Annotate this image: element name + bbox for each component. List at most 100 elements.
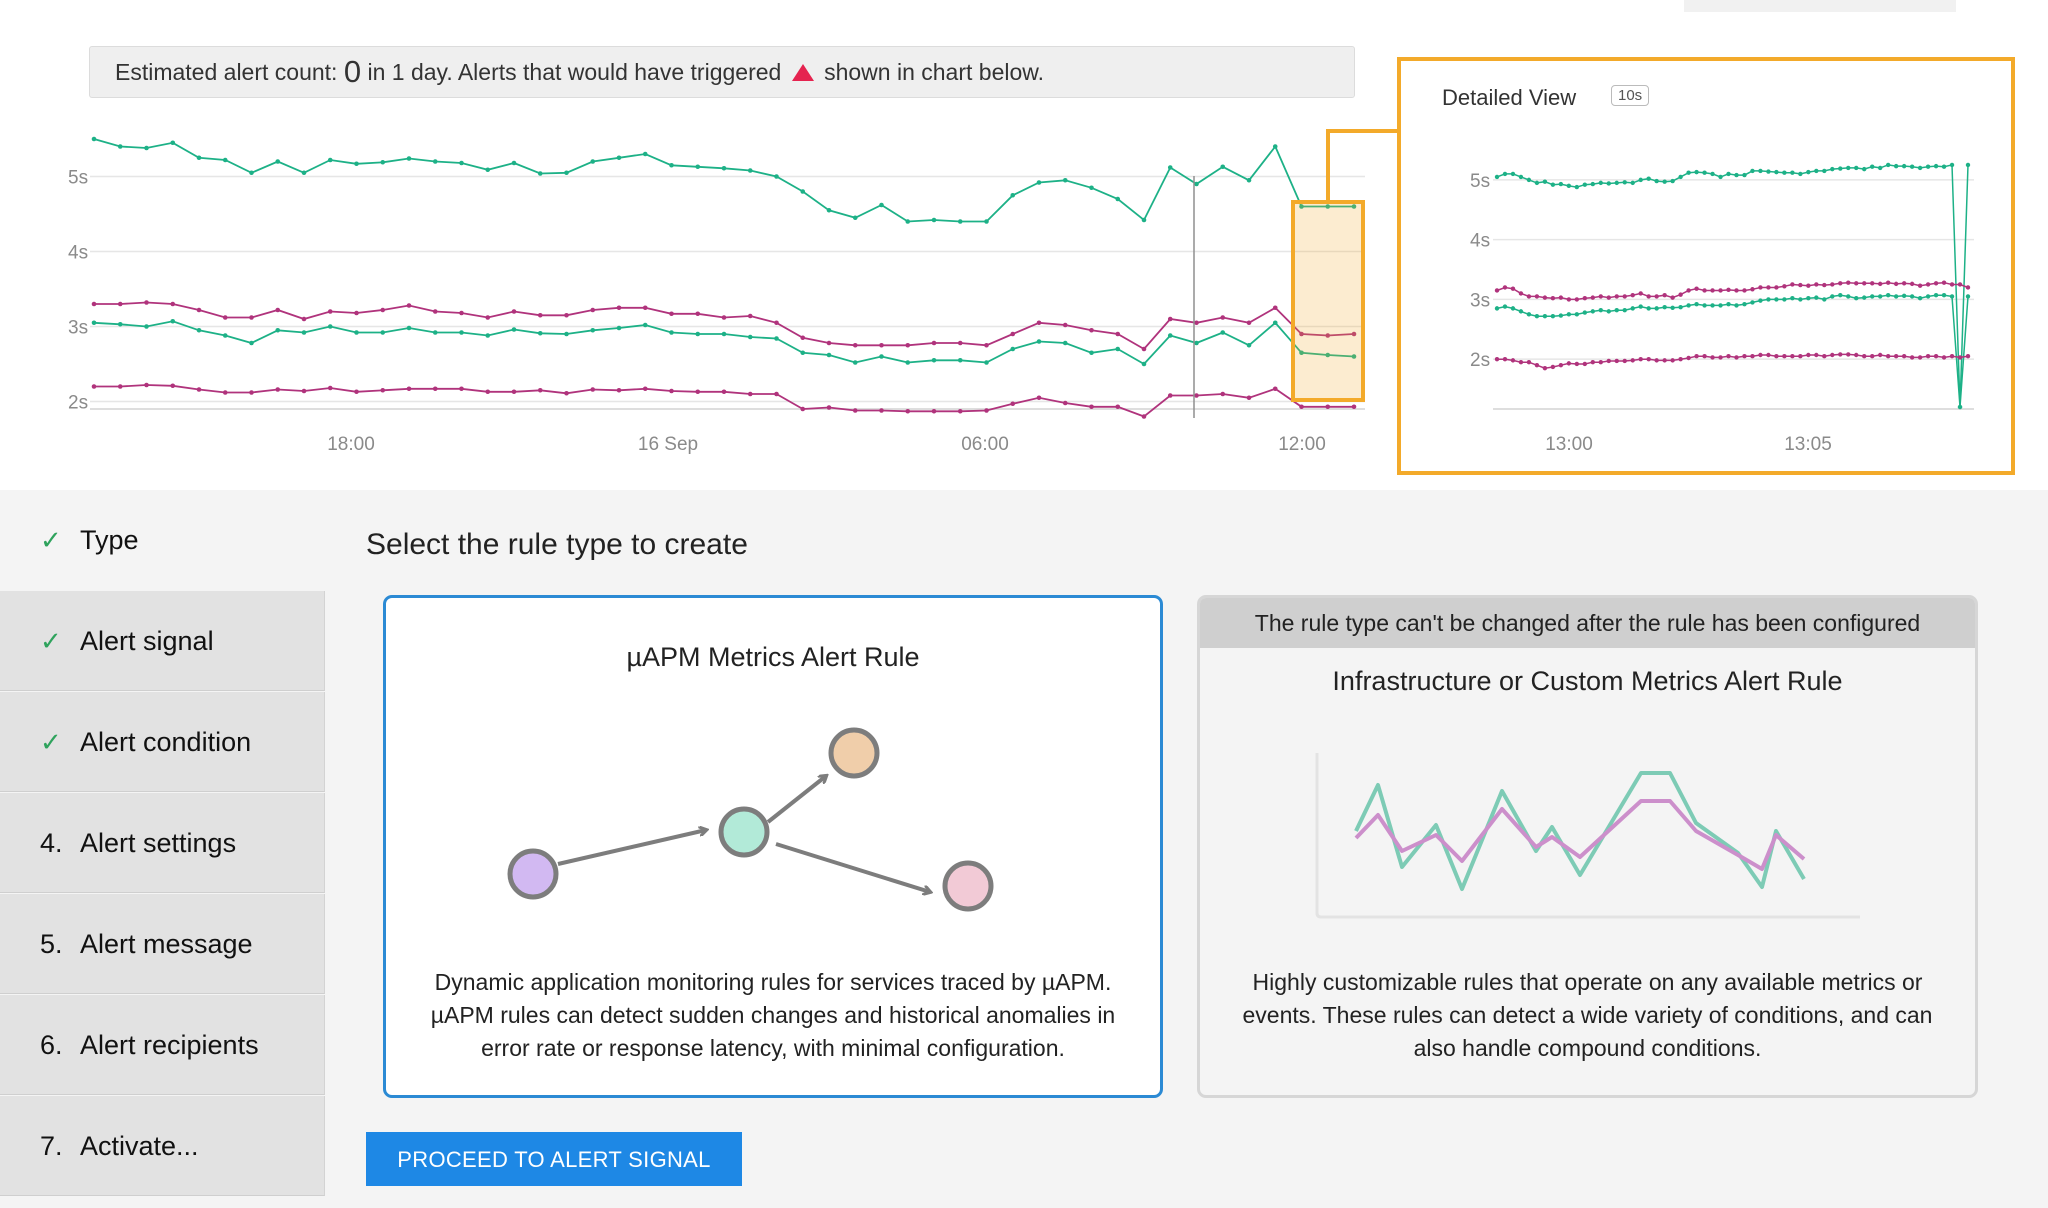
data-point <box>170 383 176 389</box>
data-point <box>590 387 596 392</box>
step-label: Alert recipients <box>80 1030 259 1060</box>
selected-range-highlight[interactable] <box>1291 200 1365 402</box>
data-point <box>1325 404 1331 410</box>
proceed-button[interactable]: PROCEED TO ALERT SIGNAL <box>366 1132 742 1186</box>
data-point <box>1351 404 1357 410</box>
apm-rule-card[interactable]: µAPM Metrics Alert Rule Dynamic applicat… <box>383 595 1163 1098</box>
x-tick-label: 06:00 <box>961 434 1009 455</box>
x-tick-label: 18:00 <box>327 434 375 455</box>
data-point <box>747 334 753 340</box>
data-point <box>879 354 884 359</box>
data-point <box>616 155 622 161</box>
data-point <box>826 405 832 410</box>
step-number: 5. <box>40 929 63 959</box>
data-point <box>1220 391 1226 397</box>
step-alert-settings[interactable]: 4. Alert settings <box>0 793 325 893</box>
data-point <box>564 312 569 318</box>
data-point <box>275 159 281 164</box>
data-point <box>1089 327 1094 333</box>
data-point <box>301 170 307 176</box>
apm-rule-description: Dynamic application monitoring rules for… <box>430 969 1116 1061</box>
service-graph-icon <box>507 727 994 912</box>
data-point <box>1194 181 1199 187</box>
data-point <box>1351 204 1357 209</box>
step-label: Alert settings <box>80 828 237 858</box>
data-point <box>406 303 412 308</box>
apm-rule-title: µAPM Metrics Alert Rule <box>626 642 920 672</box>
data-point <box>826 207 832 213</box>
data-point <box>800 189 806 194</box>
data-point <box>1115 346 1121 352</box>
data-point <box>432 159 438 164</box>
data-point <box>800 335 806 341</box>
data-point <box>1194 320 1199 326</box>
data-point <box>695 389 701 395</box>
data-point <box>1167 333 1173 338</box>
resolution-badge[interactable]: 10s <box>1611 85 1650 106</box>
data-point <box>669 330 674 335</box>
data-point <box>1299 350 1304 356</box>
data-point <box>170 140 176 146</box>
estimate-banner: Estimated alert count: 0 in 1 day. Alert… <box>89 46 1355 98</box>
data-point <box>222 157 228 163</box>
step-alert-signal[interactable]: ✓ Alert signal <box>0 591 325 691</box>
data-point <box>432 330 438 335</box>
data-point <box>1036 180 1042 185</box>
data-point <box>117 301 123 307</box>
data-point <box>354 161 359 167</box>
data-point <box>1351 331 1357 337</box>
data-point <box>537 171 543 176</box>
data-point <box>249 340 254 346</box>
data-point <box>905 408 911 414</box>
data-point <box>91 384 97 389</box>
data-point <box>144 382 149 388</box>
data-point <box>1115 404 1121 410</box>
data-point <box>380 307 386 313</box>
data-point <box>616 305 622 311</box>
data-point <box>879 202 884 208</box>
step-alert-message[interactable]: 5. Alert message <box>0 894 325 994</box>
data-point <box>1299 404 1304 410</box>
estimate-prefix: Estimated alert count: <box>115 59 338 85</box>
data-point <box>642 386 648 392</box>
data-point <box>721 389 727 395</box>
data-point <box>1010 331 1016 337</box>
data-point <box>380 330 386 335</box>
data-point <box>196 387 202 392</box>
data-point <box>459 330 464 335</box>
data-point <box>275 387 281 392</box>
data-point <box>459 310 464 316</box>
y-tick-label: 3s <box>68 318 88 339</box>
main-chart[interactable]: 5s 4s 3s 2s 18:00 16 Sep 06:00 12:00 <box>0 0 2048 490</box>
y-tick-label: 4s <box>68 243 88 264</box>
step-activate[interactable]: 7. Activate... <box>0 1096 325 1196</box>
data-point <box>275 327 281 333</box>
data-point <box>1089 350 1094 356</box>
step-alert-condition[interactable]: ✓ Alert condition <box>0 692 325 792</box>
data-point <box>432 309 438 314</box>
data-point <box>1299 204 1304 209</box>
step-type[interactable]: ✓ Type <box>0 490 325 590</box>
data-point <box>957 340 963 346</box>
data-point <box>826 340 832 346</box>
data-point <box>511 389 517 395</box>
data-point <box>301 330 307 335</box>
data-point <box>196 155 202 161</box>
data-point <box>537 330 543 336</box>
detailed-view-panel <box>1397 57 2015 475</box>
data-point <box>774 391 779 397</box>
data-point <box>1272 386 1278 392</box>
data-point <box>537 387 543 393</box>
step-alert-recipients[interactable]: 6. Alert recipients <box>0 995 325 1095</box>
data-point <box>511 327 517 332</box>
section-title: Select the rule type to create <box>366 528 748 561</box>
data-point <box>91 301 97 307</box>
checkmark-icon: ✓ <box>40 525 62 555</box>
data-point <box>117 321 123 327</box>
data-point <box>1010 401 1016 407</box>
data-point <box>1036 339 1042 344</box>
data-point <box>564 390 569 396</box>
data-point <box>1167 393 1173 398</box>
data-point <box>800 406 806 412</box>
data-point <box>1141 414 1147 419</box>
